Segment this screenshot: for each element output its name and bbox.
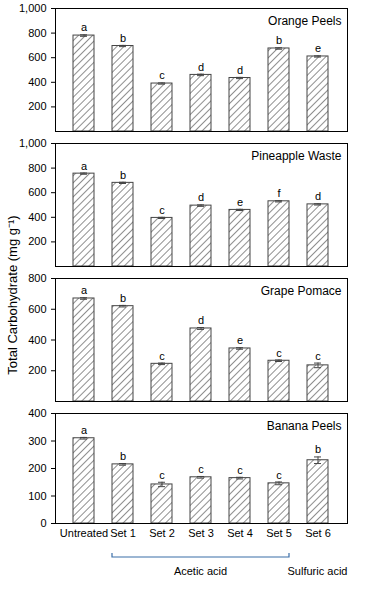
svg-text:a: a	[81, 284, 88, 296]
svg-text:Sulfuric acid: Sulfuric acid	[288, 565, 348, 577]
svg-text:1,000: 1,000	[19, 137, 47, 149]
svg-text:400: 400	[28, 334, 46, 346]
svg-text:600: 600	[28, 303, 46, 315]
svg-text:c: c	[198, 463, 204, 475]
svg-text:c: c	[237, 464, 243, 476]
svg-text:d: d	[198, 61, 204, 73]
svg-text:300: 300	[28, 435, 46, 447]
svg-text:400: 400	[28, 211, 46, 223]
svg-text:Orange Peels: Orange Peels	[268, 14, 341, 28]
svg-text:200: 200	[28, 235, 46, 247]
svg-text:Set 2: Set 2	[149, 527, 175, 539]
svg-text:a: a	[81, 424, 88, 436]
svg-text:b: b	[276, 34, 282, 46]
svg-text:200: 200	[28, 462, 46, 474]
svg-text:a: a	[81, 160, 88, 172]
svg-text:e: e	[237, 334, 243, 346]
svg-text:d: d	[315, 190, 321, 202]
svg-text:600: 600	[28, 186, 46, 198]
svg-text:Set 6: Set 6	[305, 527, 331, 539]
svg-text:c: c	[276, 347, 282, 359]
svg-text:1,000: 1,000	[19, 2, 47, 14]
svg-text:Acetic acid: Acetic acid	[174, 565, 227, 577]
svg-text:d: d	[198, 314, 204, 326]
svg-text:Grape Pomace: Grape Pomace	[261, 284, 342, 298]
svg-text:b: b	[315, 443, 321, 455]
svg-text:c: c	[159, 69, 165, 81]
svg-text:c: c	[159, 469, 165, 481]
svg-text:800: 800	[28, 162, 46, 174]
svg-text:200: 200	[28, 100, 46, 112]
svg-text:d: d	[237, 64, 243, 76]
svg-text:c: c	[276, 468, 282, 480]
svg-text:a: a	[81, 21, 88, 33]
svg-text:c: c	[159, 204, 165, 216]
svg-text:b: b	[120, 450, 126, 462]
svg-text:Set 5: Set 5	[266, 527, 292, 539]
svg-text:d: d	[198, 191, 204, 203]
svg-text:0: 0	[40, 517, 46, 529]
svg-text:600: 600	[28, 51, 46, 63]
svg-text:100: 100	[28, 490, 46, 502]
svg-text:b: b	[120, 292, 126, 304]
svg-text:Untreated: Untreated	[60, 527, 108, 539]
svg-text:400: 400	[28, 76, 46, 88]
svg-text:800: 800	[28, 272, 46, 284]
svg-text:Set 1: Set 1	[110, 527, 136, 539]
svg-text:b: b	[120, 169, 126, 181]
html-text:Total Carbohydrate (mg g⁻¹): Total Carbohydrate (mg g⁻¹)	[5, 215, 20, 375]
svg-text:b: b	[120, 32, 126, 44]
svg-text:Pineapple Waste: Pineapple Waste	[251, 149, 342, 163]
svg-text:c: c	[159, 350, 165, 362]
svg-text:e: e	[237, 196, 243, 208]
svg-text:400: 400	[28, 407, 46, 419]
svg-text:800: 800	[28, 27, 46, 39]
svg-text:Set 4: Set 4	[227, 527, 253, 539]
svg-text:e: e	[315, 42, 321, 54]
svg-text:Set 3: Set 3	[188, 527, 214, 539]
svg-text:200: 200	[28, 364, 46, 376]
svg-text:f: f	[277, 187, 281, 199]
svg-text:Banana Peels: Banana Peels	[267, 419, 342, 433]
svg-text:c: c	[315, 350, 321, 362]
